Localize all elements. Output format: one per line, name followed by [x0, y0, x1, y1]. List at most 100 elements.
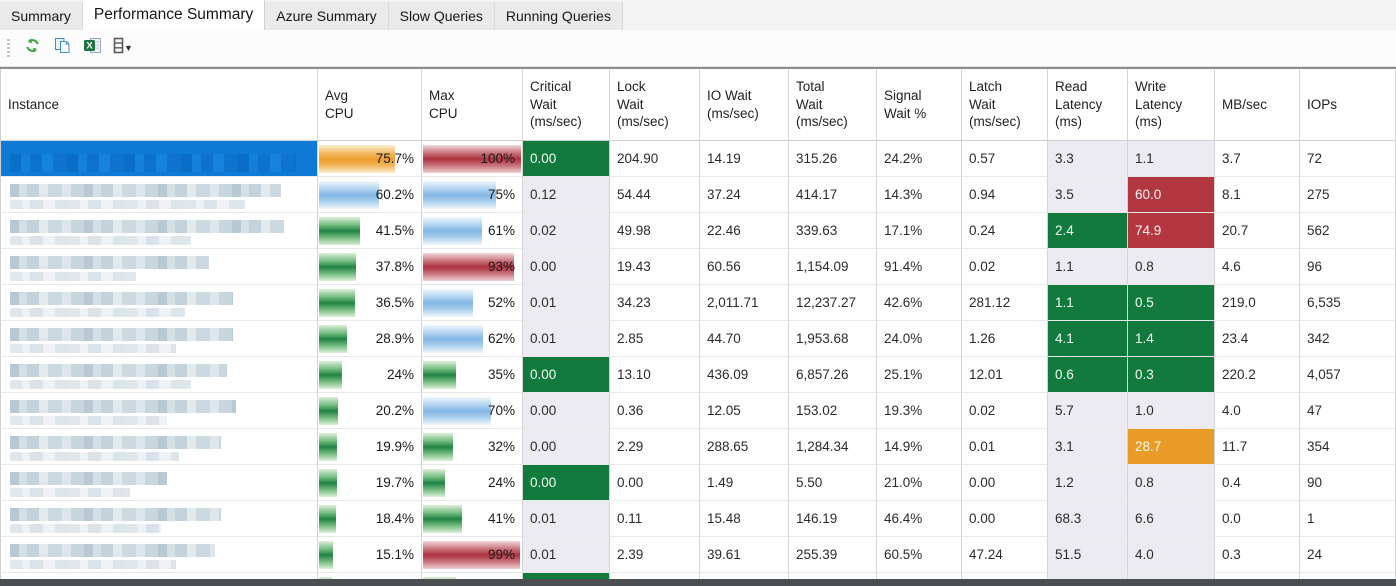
cell-mb-sec[interactable]: 219.0: [1215, 285, 1300, 321]
column-header-iops[interactable]: IOPs: [1300, 69, 1396, 141]
cell-latch-wait[interactable]: 0.01: [962, 429, 1048, 465]
cell-latch-wait[interactable]: 0.02: [962, 393, 1048, 429]
cell-signal-wait[interactable]: 25.1%: [877, 357, 962, 393]
table-row[interactable]: 75.7% 100% 0.00 204.90 14.19 315.26 24.2% 0.57 3…: [0, 141, 1396, 177]
cell-latch-wait[interactable]: 0.94: [962, 177, 1048, 213]
cell-signal-wait[interactable]: [877, 573, 962, 579]
cell-total-wait[interactable]: 315.26: [789, 141, 877, 177]
cell-total-wait[interactable]: 1,154.09: [789, 249, 877, 285]
tab-summary[interactable]: Summary: [0, 2, 83, 30]
cell-avg-cpu[interactable]: 15.1%: [318, 537, 422, 573]
table-row[interactable]: 36.5% 52% 0.01 34.23 2,011.71 12,237.27 42.6% 2…: [0, 285, 1396, 321]
cell-critical-wait[interactable]: 0.02: [523, 213, 610, 249]
column-header-io-wait[interactable]: IO Wait (ms/sec): [700, 69, 789, 141]
cell-critical-wait[interactable]: 0.00: [523, 465, 610, 501]
cell-avg-cpu[interactable]: 28.9%: [318, 321, 422, 357]
cell-lock-wait[interactable]: 34.23: [610, 285, 700, 321]
cell-avg-cpu[interactable]: 41.5%: [318, 213, 422, 249]
cell-instance-selected[interactable]: [0, 141, 318, 177]
cell-iops[interactable]: 72: [1300, 141, 1396, 177]
cell-avg-cpu[interactable]: 18.4%: [318, 501, 422, 537]
table-row[interactable]: 15.1% 99% 0.01 2.39 39.61 255.39 60.5% 47.24 51.…: [0, 537, 1396, 573]
cell-iops[interactable]: [1300, 573, 1396, 579]
cell-mb-sec[interactable]: 220.2: [1215, 357, 1300, 393]
cell-write-latency[interactable]: 0.8: [1128, 249, 1215, 285]
cell-instance[interactable]: [0, 501, 318, 537]
cell-total-wait[interactable]: 339.63: [789, 213, 877, 249]
column-header-mb-sec[interactable]: MB/sec: [1215, 69, 1300, 141]
cell-io-wait[interactable]: 2,011.71: [700, 285, 789, 321]
cell-mb-sec[interactable]: 23.4: [1215, 321, 1300, 357]
cell-read-latency[interactable]: 2.4: [1048, 213, 1128, 249]
table-row[interactable]: 24% 35% 0.00 13.10 436.09 6,857.26 25.1% 12.01 0…: [0, 357, 1396, 393]
column-chooser-button[interactable]: ▼: [109, 35, 136, 62]
cell-write-latency[interactable]: 1.0: [1128, 393, 1215, 429]
cell-iops[interactable]: 4,057: [1300, 357, 1396, 393]
cell-lock-wait[interactable]: 2.85: [610, 321, 700, 357]
cell-mb-sec[interactable]: 0.4: [1215, 465, 1300, 501]
cell-read-latency[interactable]: 1.1: [1048, 249, 1128, 285]
cell-write-latency[interactable]: 28.7: [1128, 429, 1215, 465]
cell-lock-wait[interactable]: 54.44: [610, 177, 700, 213]
cell-read-latency[interactable]: 3.3: [1048, 141, 1128, 177]
cell-critical-wait[interactable]: 0.12: [523, 177, 610, 213]
cell-latch-wait[interactable]: 0.57: [962, 141, 1048, 177]
cell-write-latency[interactable]: 4.0: [1128, 537, 1215, 573]
cell-latch-wait[interactable]: 12.01: [962, 357, 1048, 393]
cell-latch-wait[interactable]: 47.24: [962, 537, 1048, 573]
tab-slow-queries[interactable]: Slow Queries: [388, 2, 495, 30]
cell-avg-cpu[interactable]: 19.7%: [318, 465, 422, 501]
cell-mb-sec[interactable]: 11.7: [1215, 429, 1300, 465]
cell-total-wait[interactable]: 153.02: [789, 393, 877, 429]
column-header-total-wait[interactable]: Total Wait (ms/sec): [789, 69, 877, 141]
cell-read-latency[interactable]: 0.6: [1048, 357, 1128, 393]
cell-max-cpu[interactable]: 93%: [422, 249, 523, 285]
cell-read-latency[interactable]: 1.1: [1048, 285, 1128, 321]
cell-write-latency[interactable]: 0.8: [1128, 465, 1215, 501]
table-row[interactable]: 37.8% 93% 0.00 19.43 60.56 1,154.09 91.4% 0.02 1…: [0, 249, 1396, 285]
cell-lock-wait[interactable]: 0.11: [610, 501, 700, 537]
table-row[interactable]: 20.2% 70% 0.00 0.36 12.05 153.02 19.3% 0.02 5.7 1…: [0, 393, 1396, 429]
cell-critical-wait[interactable]: 0.00: [523, 357, 610, 393]
cell-total-wait[interactable]: 6,857.26: [789, 357, 877, 393]
cell-signal-wait[interactable]: 19.3%: [877, 393, 962, 429]
cell-instance[interactable]: [0, 393, 318, 429]
cell-write-latency[interactable]: 1.4: [1128, 321, 1215, 357]
cell-io-wait[interactable]: 14.19: [700, 141, 789, 177]
cell-max-cpu[interactable]: 100%: [422, 141, 523, 177]
cell-max-cpu[interactable]: 70%: [422, 393, 523, 429]
cell-instance[interactable]: [0, 321, 318, 357]
cell-io-wait[interactable]: 288.65: [700, 429, 789, 465]
cell-io-wait[interactable]: 1.49: [700, 465, 789, 501]
table-row[interactable]: 41.5% 61% 0.02 49.98 22.46 339.63 17.1% 0.24 2.4…: [0, 213, 1396, 249]
cell-iops[interactable]: 24: [1300, 537, 1396, 573]
cell-latch-wait[interactable]: [962, 573, 1048, 579]
cell-latch-wait[interactable]: 0.24: [962, 213, 1048, 249]
cell-write-latency[interactable]: 60.0: [1128, 177, 1215, 213]
table-row[interactable]: [0, 573, 1396, 579]
cell-signal-wait[interactable]: 14.3%: [877, 177, 962, 213]
cell-latch-wait[interactable]: 0.00: [962, 501, 1048, 537]
cell-total-wait[interactable]: 146.19: [789, 501, 877, 537]
cell-iops[interactable]: 562: [1300, 213, 1396, 249]
cell-instance[interactable]: [0, 429, 318, 465]
column-header-read-latency[interactable]: Read Latency (ms): [1048, 69, 1128, 141]
table-row[interactable]: 28.9% 62% 0.01 2.85 44.70 1,953.68 24.0% 1.26 4.…: [0, 321, 1396, 357]
cell-lock-wait[interactable]: 0.36: [610, 393, 700, 429]
cell-lock-wait[interactable]: 19.43: [610, 249, 700, 285]
cell-write-latency[interactable]: [1128, 573, 1215, 579]
cell-lock-wait[interactable]: [610, 573, 700, 579]
cell-avg-cpu[interactable]: 37.8%: [318, 249, 422, 285]
cell-lock-wait[interactable]: 204.90: [610, 141, 700, 177]
cell-avg-cpu[interactable]: 75.7%: [318, 141, 422, 177]
cell-signal-wait[interactable]: 24.0%: [877, 321, 962, 357]
cell-mb-sec[interactable]: 8.1: [1215, 177, 1300, 213]
cell-latch-wait[interactable]: 0.00: [962, 465, 1048, 501]
cell-max-cpu[interactable]: 32%: [422, 429, 523, 465]
export-excel-button[interactable]: X: [79, 35, 106, 62]
cell-read-latency[interactable]: 5.7: [1048, 393, 1128, 429]
cell-instance[interactable]: [0, 465, 318, 501]
cell-read-latency[interactable]: 68.3: [1048, 501, 1128, 537]
cell-io-wait[interactable]: 60.56: [700, 249, 789, 285]
column-header-latch-wait[interactable]: Latch Wait (ms/sec): [962, 69, 1048, 141]
